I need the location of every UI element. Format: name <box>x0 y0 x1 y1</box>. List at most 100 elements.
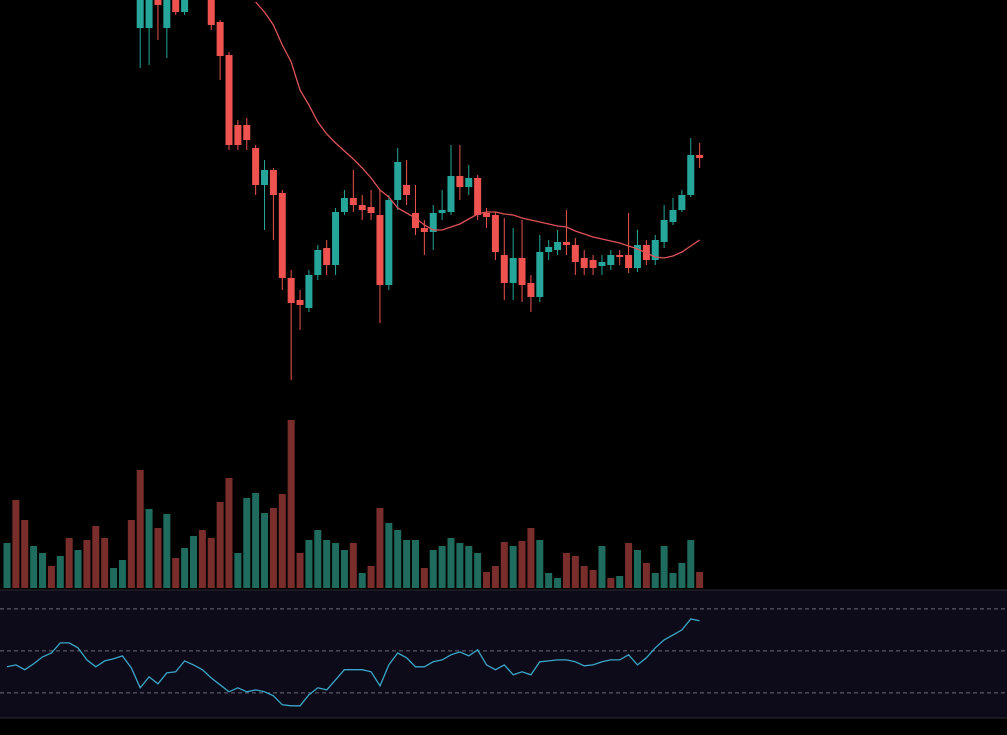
volume-bar <box>536 540 544 588</box>
candle-body <box>607 255 615 265</box>
candle-body <box>367 207 375 213</box>
candle-body <box>314 250 322 275</box>
volume-bar <box>278 494 286 588</box>
volume-bar <box>660 546 668 588</box>
volume-bar <box>447 538 455 588</box>
volume-bar <box>349 543 357 588</box>
volume-bar <box>518 541 526 588</box>
candle-body <box>234 125 242 145</box>
volume-bar <box>340 550 348 588</box>
volume-bar <box>500 542 508 588</box>
candle-body <box>163 0 171 28</box>
volume-bar <box>358 573 366 588</box>
volume-bar <box>616 576 624 588</box>
candle-body <box>625 255 633 268</box>
volume-bar <box>696 572 704 588</box>
candle-body <box>660 220 668 242</box>
volume-bar <box>287 420 295 588</box>
volume-bar <box>403 540 411 588</box>
candle-body <box>616 255 624 257</box>
candle-body <box>411 213 419 228</box>
volume-bar <box>562 553 570 588</box>
candle-body <box>225 55 233 145</box>
volume-bar <box>243 498 251 588</box>
candle-body <box>420 228 428 232</box>
volume-bar <box>172 558 180 588</box>
volume-bar <box>678 563 686 588</box>
candle-body <box>332 212 340 265</box>
volume-bar <box>642 563 650 588</box>
volume-bar <box>92 526 100 588</box>
volume-bar <box>607 578 615 588</box>
volume-bar <box>314 530 322 588</box>
volume-bar <box>163 514 171 588</box>
volume-bar <box>554 578 562 588</box>
candle-body <box>554 242 562 250</box>
volume-bar <box>323 540 331 588</box>
volume-bar <box>154 528 162 588</box>
volume-bar <box>30 546 38 588</box>
candle-body <box>145 0 153 28</box>
volume-bar <box>589 570 597 588</box>
volume-bar <box>145 509 153 588</box>
candle-body <box>216 22 224 56</box>
volume-bar <box>509 546 517 588</box>
candle-body <box>447 176 455 212</box>
candle-body <box>456 176 464 187</box>
candle-body <box>349 198 357 205</box>
candle-body <box>483 213 491 217</box>
volume-bar <box>101 538 109 588</box>
volume-bar <box>136 470 144 588</box>
volume-bar <box>465 546 473 588</box>
candle-body <box>385 200 393 285</box>
volume-bar <box>198 530 206 588</box>
candle-body <box>136 0 144 28</box>
candle-body <box>491 215 499 252</box>
candle-body <box>394 162 402 200</box>
candle-body <box>287 278 295 303</box>
volume-bar <box>483 572 491 588</box>
volume-bar <box>491 566 499 588</box>
volume-bar <box>39 553 47 588</box>
volume-bar <box>110 568 118 588</box>
candle-body <box>500 255 508 283</box>
candle-body <box>518 258 526 285</box>
candle-body <box>474 178 482 215</box>
volume-bar <box>429 550 437 588</box>
candle-body <box>465 178 473 187</box>
volume-bar <box>47 566 55 588</box>
rsi-line <box>6 618 700 707</box>
volume-bar <box>474 553 482 588</box>
volume-bar <box>367 566 375 588</box>
candle-body <box>323 248 331 265</box>
volume-bar <box>118 560 126 588</box>
candle-body <box>580 258 588 268</box>
candle-body <box>376 215 384 285</box>
volume-bar <box>261 513 269 588</box>
volume-bar <box>456 543 464 588</box>
candle-body <box>678 195 686 210</box>
volume-bar <box>598 546 606 588</box>
candle-body <box>278 193 286 278</box>
rsi-pane <box>0 590 1007 718</box>
volume-bar <box>216 502 224 588</box>
candle-body <box>509 258 517 283</box>
candle-body <box>358 205 366 210</box>
candle-body <box>340 198 348 212</box>
volume-bar <box>83 540 91 588</box>
candle-body <box>669 210 677 222</box>
volume-bar <box>394 530 402 588</box>
candle-body <box>181 0 189 12</box>
volume-bar <box>225 478 233 588</box>
volume-bar <box>669 573 677 588</box>
volume-bar <box>527 528 535 588</box>
candle-body <box>633 245 641 268</box>
volume-bar <box>252 493 260 588</box>
candle-body <box>252 148 260 185</box>
candle-body <box>243 125 251 140</box>
candle-body <box>589 260 597 268</box>
volume-bar <box>56 556 64 588</box>
volume-bar <box>127 520 135 588</box>
candle-body <box>651 240 659 260</box>
